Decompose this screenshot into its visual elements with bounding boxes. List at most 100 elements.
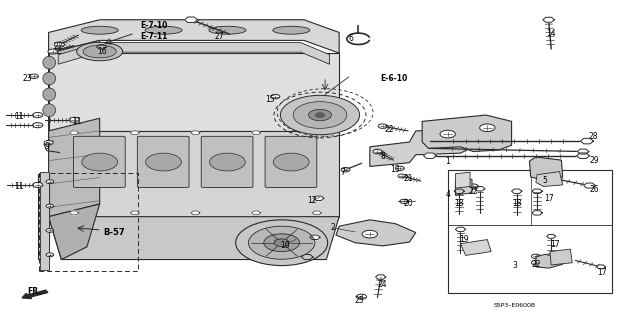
Circle shape — [33, 113, 43, 118]
Polygon shape — [49, 53, 339, 131]
Text: 22: 22 — [53, 42, 63, 51]
FancyBboxPatch shape — [138, 136, 189, 188]
Polygon shape — [38, 174, 49, 259]
Polygon shape — [191, 131, 200, 135]
Polygon shape — [536, 252, 563, 268]
Text: 13: 13 — [390, 165, 400, 174]
Polygon shape — [49, 217, 339, 260]
Polygon shape — [456, 179, 472, 195]
Ellipse shape — [77, 42, 123, 61]
Text: 11: 11 — [72, 117, 82, 126]
Polygon shape — [70, 131, 79, 135]
Circle shape — [280, 95, 360, 135]
Text: 16: 16 — [97, 47, 106, 56]
Text: 22: 22 — [531, 260, 541, 270]
Text: 22: 22 — [468, 187, 478, 197]
Circle shape — [248, 226, 315, 259]
Polygon shape — [301, 255, 313, 259]
Text: 5: 5 — [542, 176, 547, 185]
Text: 14: 14 — [547, 29, 556, 38]
Polygon shape — [312, 211, 321, 215]
Polygon shape — [40, 172, 49, 270]
Polygon shape — [543, 17, 554, 22]
Circle shape — [400, 199, 409, 204]
Circle shape — [54, 42, 65, 47]
Circle shape — [33, 123, 43, 128]
Polygon shape — [336, 220, 416, 246]
Text: 3: 3 — [513, 261, 517, 271]
Circle shape — [398, 174, 406, 178]
Text: 12: 12 — [308, 196, 317, 205]
Circle shape — [48, 49, 58, 54]
Text: 18: 18 — [454, 199, 464, 208]
Ellipse shape — [145, 26, 182, 34]
Polygon shape — [532, 211, 542, 215]
Polygon shape — [547, 234, 556, 238]
Polygon shape — [511, 189, 522, 193]
Ellipse shape — [43, 72, 56, 85]
Polygon shape — [370, 129, 473, 167]
Ellipse shape — [83, 45, 116, 58]
Text: 6: 6 — [348, 34, 353, 43]
Circle shape — [46, 180, 54, 184]
Circle shape — [264, 234, 300, 252]
Text: 11: 11 — [14, 182, 23, 191]
Polygon shape — [58, 43, 330, 64]
Polygon shape — [49, 204, 100, 260]
Circle shape — [236, 220, 328, 266]
Circle shape — [44, 140, 53, 145]
Circle shape — [146, 153, 181, 171]
Polygon shape — [456, 172, 470, 188]
Text: 8: 8 — [380, 152, 385, 161]
Polygon shape — [550, 249, 572, 265]
Circle shape — [531, 254, 540, 259]
Polygon shape — [131, 211, 140, 215]
Polygon shape — [184, 17, 197, 23]
Polygon shape — [376, 275, 386, 279]
FancyBboxPatch shape — [201, 136, 253, 188]
Polygon shape — [454, 189, 465, 193]
Polygon shape — [532, 189, 542, 193]
Ellipse shape — [43, 104, 56, 117]
Polygon shape — [584, 183, 595, 188]
FancyArrow shape — [22, 290, 48, 299]
Polygon shape — [49, 20, 339, 53]
Circle shape — [29, 74, 38, 78]
Polygon shape — [191, 211, 200, 215]
Text: 17: 17 — [550, 240, 560, 249]
Text: 4: 4 — [445, 190, 450, 199]
Polygon shape — [577, 153, 589, 159]
FancyBboxPatch shape — [265, 136, 317, 188]
Text: B-57: B-57 — [104, 228, 125, 237]
Circle shape — [316, 113, 324, 117]
Polygon shape — [312, 131, 321, 135]
Circle shape — [362, 230, 378, 238]
Text: 24: 24 — [378, 279, 387, 288]
Circle shape — [468, 184, 478, 189]
Circle shape — [82, 153, 118, 171]
Circle shape — [271, 94, 280, 99]
Polygon shape — [422, 115, 511, 152]
Polygon shape — [456, 227, 466, 232]
Circle shape — [46, 253, 54, 257]
Text: 1: 1 — [445, 157, 450, 166]
Ellipse shape — [43, 88, 56, 101]
Text: 25: 25 — [355, 296, 364, 305]
Text: 17: 17 — [544, 194, 554, 203]
Circle shape — [440, 130, 456, 138]
Circle shape — [274, 239, 289, 247]
Text: 19: 19 — [459, 235, 468, 244]
Circle shape — [356, 294, 367, 299]
Polygon shape — [461, 240, 491, 256]
Text: 9: 9 — [44, 142, 49, 151]
Polygon shape — [596, 265, 605, 269]
Text: 11: 11 — [14, 112, 23, 121]
Text: S5P3–E0600B: S5P3–E0600B — [493, 303, 536, 308]
Circle shape — [479, 124, 495, 131]
Text: 28: 28 — [589, 132, 598, 141]
Circle shape — [378, 124, 387, 128]
Circle shape — [531, 261, 540, 265]
Text: 15: 15 — [266, 95, 275, 104]
Polygon shape — [310, 235, 320, 240]
Text: 10: 10 — [280, 241, 290, 250]
